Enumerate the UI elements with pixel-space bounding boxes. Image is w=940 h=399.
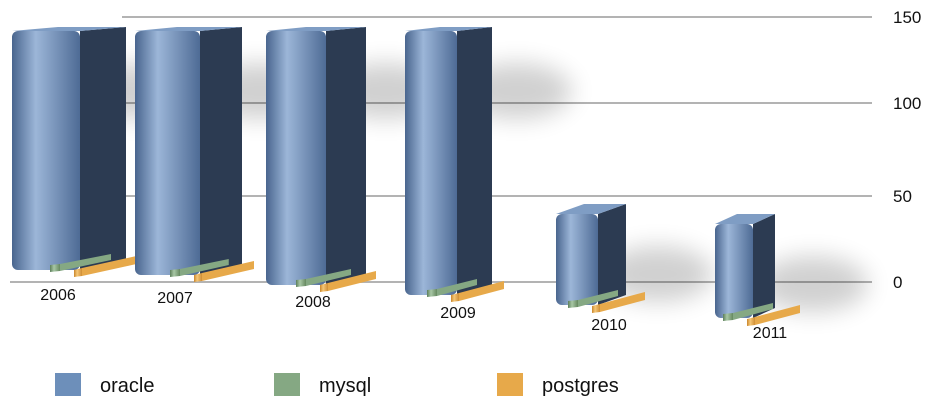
x-category-label-2010: 2010 (591, 317, 627, 334)
bar-mysql-2009 (427, 279, 477, 297)
legend-label-oracle: oracle (100, 375, 154, 397)
bar-mysql-2006 (50, 254, 111, 272)
bar-postgres-2010 (592, 292, 645, 313)
bar-oracle-2008 (266, 27, 366, 285)
bar-mysql-2011 (723, 303, 773, 321)
y-tick-label-50: 50 (893, 187, 912, 206)
x-category-label-2011: 2011 (753, 325, 788, 342)
bar-postgres-2007 (194, 261, 254, 282)
y-tick-label-150: 150 (893, 8, 921, 27)
legend-swatch-oracle (55, 373, 81, 396)
bar-oracle-2009 (405, 27, 492, 295)
x-category-label-2007: 2007 (157, 290, 193, 307)
bar-oracle-2006 (12, 27, 126, 270)
legend-label-mysql: mysql (319, 375, 371, 397)
legend-label-postgres: postgres (542, 375, 619, 397)
legend-item-mysql: mysql (274, 373, 371, 397)
bar-oracle-2011 (715, 214, 775, 318)
x-category-label-2006: 2006 (40, 287, 76, 304)
bar-mysql-2007 (170, 259, 229, 277)
bar-postgres-2006 (74, 256, 137, 277)
legend-swatch-mysql (274, 373, 300, 396)
x-category-label-2008: 2008 (295, 294, 331, 311)
bar-postgres-2011 (747, 305, 800, 326)
legend-item-oracle: oracle (55, 373, 154, 397)
x-axis-categories: 2006 2007 2008 2009 2010 2011 (40, 287, 787, 342)
bar-oracle-2007 (135, 27, 242, 275)
legend: oracle mysql postgres (55, 373, 619, 397)
y-axis-ticks: 0 50 100 150 (893, 8, 921, 292)
bar-postgres-2008 (320, 271, 376, 292)
legend-swatch-postgres (497, 373, 523, 396)
bar-mysql-2010 (568, 290, 618, 308)
y-tick-label-0: 0 (893, 273, 902, 292)
y-tick-label-100: 100 (893, 94, 921, 113)
bar-oracle-2010 (556, 204, 626, 305)
bar-postgres-2009 (451, 281, 504, 302)
legend-item-postgres: postgres (497, 373, 619, 397)
x-category-label-2009: 2009 (440, 305, 476, 322)
bar-mysql-2008 (296, 269, 351, 287)
bars (12, 27, 800, 326)
